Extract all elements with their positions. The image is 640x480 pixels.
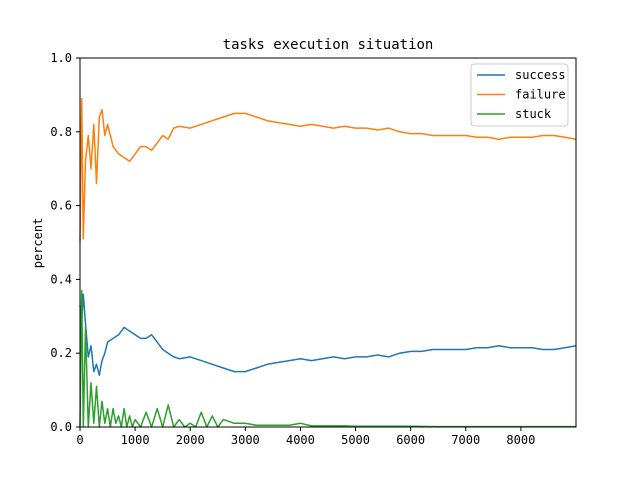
series-line-failure	[79, 97, 577, 243]
y-axis: 0.0 0.2 0.4 0.6 0.8 1.0	[50, 51, 80, 434]
x-axis: 0 1000 2000 3000 4000 5000 6000 7000 8000	[76, 427, 535, 447]
x-tick-label: 5000	[341, 433, 370, 447]
x-tick-label: 3000	[231, 433, 260, 447]
chart-title: tasks execution situation	[223, 37, 434, 53]
x-tick-label: 8000	[506, 433, 535, 447]
legend-label-success: success	[515, 68, 566, 82]
legend-label-failure: failure	[515, 88, 566, 102]
plot-frame	[79, 57, 577, 428]
y-tick-label: 0.8	[50, 125, 72, 139]
y-tick-label: 0.4	[50, 272, 72, 286]
y-tick-label: 0.6	[50, 199, 72, 213]
y-tick-label: 1.0	[50, 51, 72, 65]
series-line-stuck	[79, 289, 576, 428]
y-axis-label: percent	[31, 218, 45, 269]
legend-box	[470, 63, 569, 127]
legend-label-stuck: stuck	[515, 107, 552, 121]
legend: success failure stuck	[470, 63, 569, 127]
y-tick-label: 0.2	[50, 346, 72, 360]
series-line-success	[79, 293, 577, 377]
x-tick-label: 1000	[121, 433, 150, 447]
x-tick-label: 2000	[176, 433, 205, 447]
y-tick-label: 0.0	[50, 420, 72, 434]
x-tick-label: 7000	[451, 433, 480, 447]
x-tick-label: 0	[76, 433, 83, 447]
x-tick-label: 6000	[396, 433, 425, 447]
x-tick-label: 4000	[286, 433, 315, 447]
plot-lines	[79, 97, 577, 428]
